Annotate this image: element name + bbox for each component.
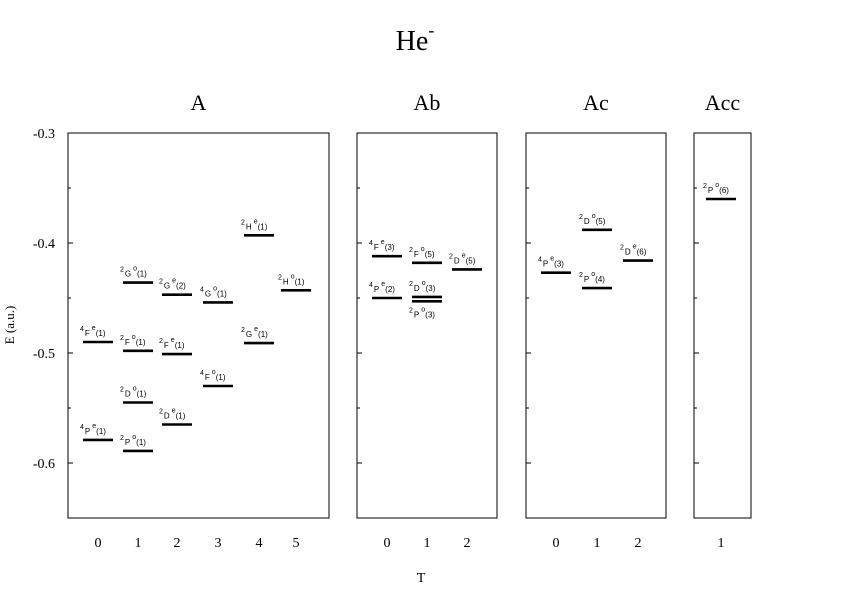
- x-tick-label: 1: [594, 536, 601, 551]
- energy-level-label: 2De(1): [159, 408, 186, 421]
- panel-title: A: [191, 90, 207, 115]
- panel-frame: [693, 132, 752, 519]
- energy-level-label: 2Fo(1): [120, 334, 146, 347]
- panel-title: Acc: [705, 90, 741, 115]
- x-tick-label: 5: [293, 536, 300, 551]
- x-axis-label: T: [417, 571, 426, 586]
- x-tick-label: 2: [464, 536, 471, 551]
- panel-acc: Acc 1 2Po(6): [693, 90, 752, 551]
- x-tick-label: 1: [424, 536, 431, 551]
- panel-title: Ab: [414, 90, 441, 115]
- panel-a: A 0 1 2 3 4 5 4Fe(1) 4Pe(1) 2Go(1) 2Fo(1) 2Do(1) 2Po…: [67, 90, 330, 551]
- energy-level-label: 2Do(3): [409, 280, 436, 293]
- energy-level-label: 4Pe(2): [369, 281, 395, 294]
- panel-ab: Ab 0 1 2 4Fe(3) 4Pe(2) 2Fo(5) 2Do(3) 2Po(3) 2De(5…: [356, 90, 498, 551]
- x-tick-label: 1: [718, 536, 725, 551]
- chart-title: He-: [396, 20, 435, 57]
- energy-level-label: 2He(1): [241, 218, 268, 231]
- panel-title: Ac: [583, 90, 609, 115]
- x-tick-label: 2: [635, 536, 642, 551]
- energy-level-label: 4Fe(3): [369, 239, 395, 252]
- energy-level-label: 2Po(3): [409, 306, 435, 319]
- energy-level-label: 2De(5): [449, 252, 476, 265]
- panel-frame: [67, 132, 330, 519]
- energy-level-label: 2Do(1): [120, 386, 147, 399]
- x-tick-label: 4: [256, 536, 263, 551]
- y-tick-label: -0.3: [33, 127, 55, 142]
- x-tick-label: 2: [174, 536, 181, 551]
- energy-level-label: 2Go(1): [120, 266, 147, 279]
- x-tick-label: 1: [135, 536, 142, 551]
- y-tick-label: -0.6: [33, 457, 55, 472]
- x-tick-label: 0: [553, 536, 560, 551]
- energy-level-label: 2Po(6): [703, 182, 729, 195]
- x-tick-label: 0: [384, 536, 391, 551]
- x-tick-label: 3: [215, 536, 222, 551]
- y-axis-label: E (a.u.): [2, 306, 17, 345]
- energy-level-label: 4Pe(1): [80, 423, 106, 436]
- y-tick-label: -0.4: [33, 237, 55, 252]
- x-tick-label: 0: [95, 536, 102, 551]
- energy-level-label: 2Fe(1): [159, 337, 185, 350]
- energy-level-label: 2Po(1): [120, 434, 146, 447]
- energy-level-label: 2De(6): [620, 244, 647, 257]
- energy-level-label: 2Do(5): [579, 213, 606, 226]
- energy-level-label: 4Fo(1): [200, 369, 226, 382]
- energy-level-label: 4Go(1): [200, 285, 227, 298]
- energy-level-label: 2Ge(2): [159, 278, 186, 291]
- energy-level-label: 2Ge(1): [241, 326, 268, 339]
- panel-frame: [525, 132, 667, 519]
- y-tick-label: -0.5: [33, 347, 55, 362]
- energy-level-label: 4Fe(1): [80, 325, 106, 338]
- panel-ac: Ac 0 1 2 4Pe(3) 2Do(5) 2Po(4) 2De(6): [525, 90, 667, 551]
- panel-frame: [356, 132, 498, 519]
- energy-level-label: 4Pe(3): [538, 256, 564, 269]
- energy-level-label: 2Fo(5): [409, 246, 435, 259]
- energy-level-label: 2Ho(1): [278, 273, 305, 286]
- energy-level-label: 2Po(4): [579, 271, 605, 284]
